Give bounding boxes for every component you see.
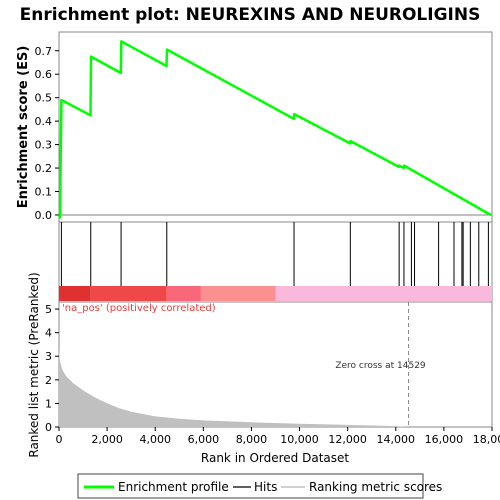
x-tick-label: 4,000 (139, 433, 171, 446)
x-tick-label: 14,000 (377, 433, 416, 446)
metric-y-tick-label: 2 (45, 374, 52, 387)
ranking-bar (59, 286, 492, 301)
es-y-tick-label: 0.3 (35, 139, 53, 152)
es-y-tick-label: 0.5 (35, 92, 53, 105)
metric-y-tick-label: 3 (45, 350, 52, 363)
metric-y-axis-label: Ranked list metric (PreRanked) (27, 272, 41, 457)
metric-y-tick-label: 1 (45, 397, 52, 410)
es-curve-group (57, 40, 492, 219)
x-tick-label: 10,000 (280, 433, 319, 446)
metric-area-group (59, 348, 492, 427)
chart-title: Enrichment plot: NEUREXINS AND NEUROLIGI… (20, 5, 481, 25)
metric-y-ticks: 0 1 2 3 4 5 (45, 303, 59, 434)
es-curve-line (57, 40, 492, 219)
x-tick-label: 12,000 (328, 433, 367, 446)
x-axis-label: Rank in Ordered Dataset (201, 451, 349, 465)
x-tick-label: 16,000 (425, 433, 464, 446)
pos-correlated-label: 'na_pos' (positively correlated) (62, 303, 216, 314)
zero-cross-label: Zero cross at 14529 (335, 361, 426, 371)
es-y-tick-label: 0.7 (35, 45, 53, 58)
x-tick-label: 18,000 (473, 433, 500, 446)
legend-box (77, 473, 424, 499)
metric-y-tick-label: 0 (45, 421, 52, 434)
es-panel (58, 31, 493, 223)
legend-enrichment-profile: Enrichment profile (118, 480, 229, 494)
metric-y-tick-label: 4 (45, 327, 52, 340)
es-y-tick-label: 0.1 (35, 186, 53, 199)
x-tick-label: 8,000 (236, 433, 268, 446)
es-y-tick-label: 0.0 (35, 209, 53, 222)
x-tick-label: 2,000 (91, 433, 123, 446)
ranking-bar-segment (275, 286, 492, 301)
ranking-bar-segment (59, 286, 91, 301)
legend-ranking-metric: Ranking metric scores (309, 480, 442, 494)
metric-y-tick-label: 5 (45, 303, 52, 316)
es-y-axis-label: Enrichment score (ES) (16, 46, 31, 209)
metric-area-fill (59, 348, 492, 427)
metric-panel (58, 301, 493, 428)
ranking-bar-segment (90, 286, 167, 301)
legend-hits: Hits (254, 480, 277, 494)
es-y-tick-label: 0.6 (35, 68, 53, 81)
ranking-bar-segment (166, 286, 201, 301)
ranking-bar-segment (200, 286, 276, 301)
hit-lines (60, 222, 489, 286)
x-ticks: 0 2,000 4,000 6,000 8,000 10,000 12,000 14,000 1… (56, 427, 500, 446)
x-tick-label: 0 (56, 433, 63, 446)
es-y-tick-label: 0.2 (35, 162, 53, 175)
es-y-ticks: 0.0 0.1 0.2 0.3 0.4 0.5 0.6 0.7 (35, 45, 59, 222)
es-y-tick-label: 0.4 (35, 115, 53, 128)
x-tick-label: 6,000 (188, 433, 220, 446)
